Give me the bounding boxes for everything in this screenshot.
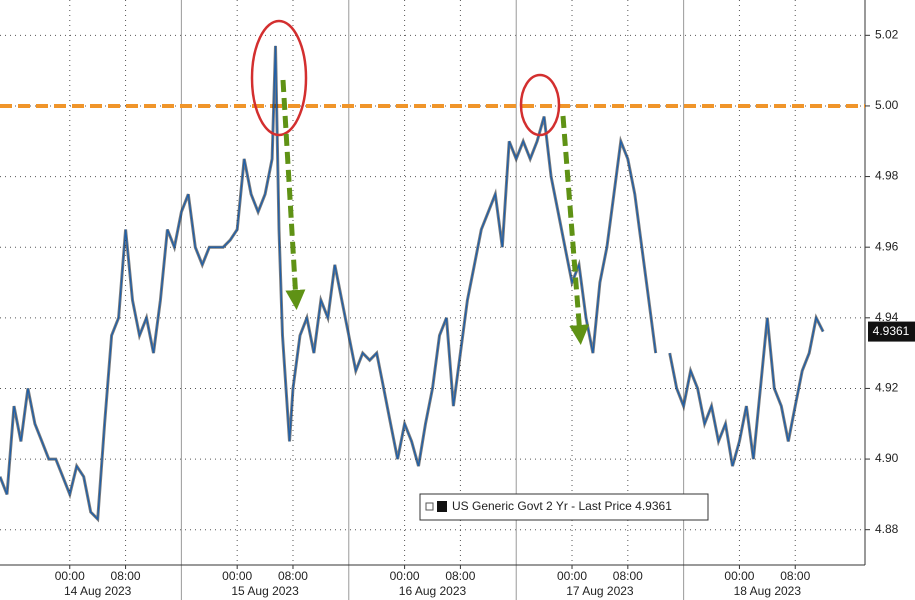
x-tick-label: 00:00 [222,569,252,583]
legend-swatch [437,501,447,512]
x-tick-label: 08:00 [613,569,643,583]
shadow-line [0,45,825,523]
legend-label: US Generic Govt 2 Yr - Last Price 4.9361 [452,499,672,513]
arrow [280,79,306,310]
x-tick-label: 00:00 [390,569,420,583]
date-label: 15 Aug 2023 [231,584,299,598]
highlight-circle [519,73,561,137]
y-tick-label: 4.98 [875,169,899,183]
date-label: 18 Aug 2023 [734,584,802,598]
y-tick-label: 5.00 [875,98,899,112]
y-tick-label: 4.96 [875,239,899,253]
date-label: 17 Aug 2023 [566,584,634,598]
x-tick-label: 08:00 [780,569,810,583]
y-tick-label: 5.02 [875,27,899,41]
date-label: 14 Aug 2023 [64,584,132,598]
series-line [0,45,824,521]
y-tick-label: 4.90 [875,451,899,465]
x-tick-label: 08:00 [278,569,308,583]
legend-icon [425,502,434,511]
x-tick-label: 00:00 [724,569,754,583]
y-tick-label: 4.88 [875,522,899,536]
legend-box [419,493,709,521]
x-tick-label: 08:00 [111,569,141,583]
date-label: 16 Aug 2023 [399,584,467,598]
y-tick-label: 4.94 [875,310,899,324]
x-tick-label: 00:00 [557,569,587,583]
x-tick-label: 08:00 [445,569,475,583]
legend: US Generic Govt 2 Yr - Last Price 4.9361 [419,493,709,521]
arrow [560,115,590,345]
highlight-circle [250,19,308,137]
last-price-tag [868,321,915,342]
last-price-label: 4.9361 [873,324,910,338]
y-tick-label: 4.92 [875,381,899,395]
x-tick-label: 00:00 [55,569,85,583]
